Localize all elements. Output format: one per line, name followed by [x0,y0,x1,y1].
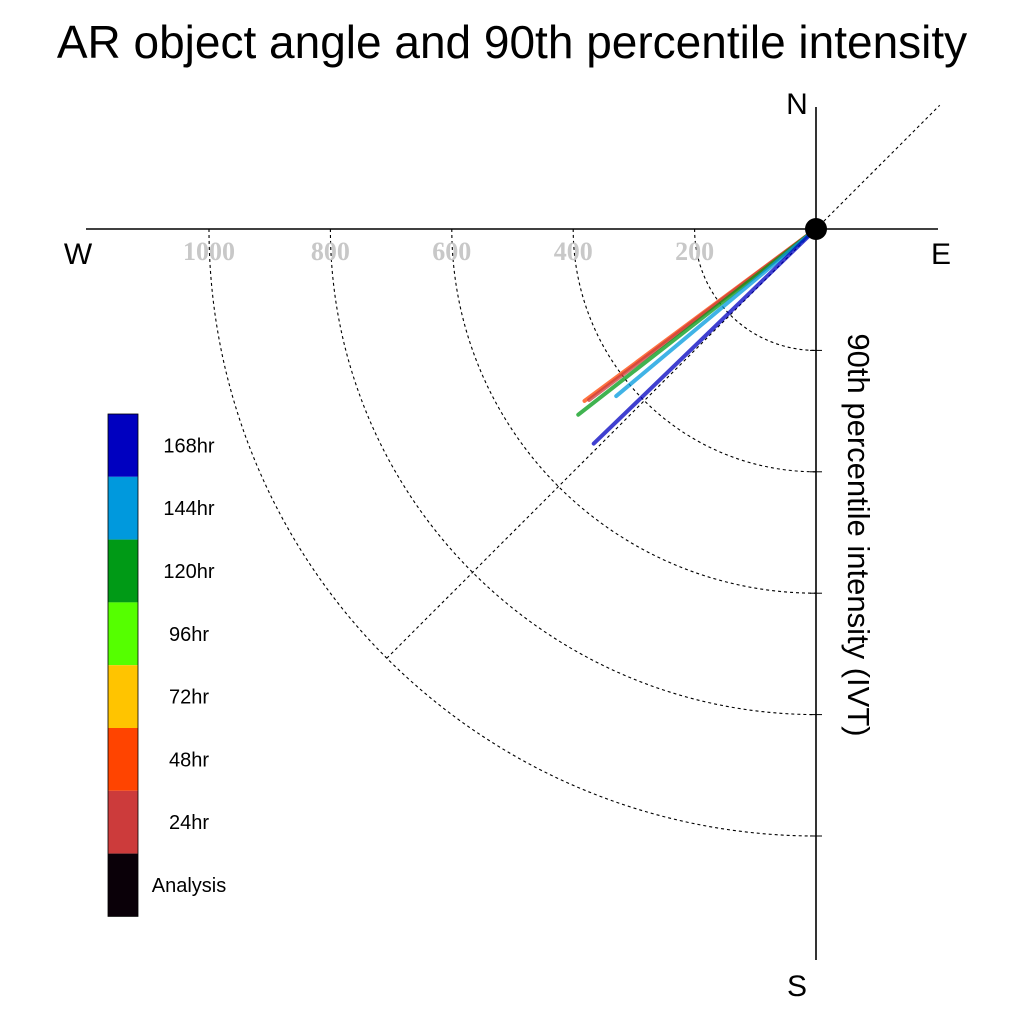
origin-marker [805,218,827,240]
legend-label: 96hr [169,624,209,646]
south-label: S [787,970,807,1003]
legend: 168hr 144hr 120hr 96hr 72hr 48hr 24hr Analysis [107,413,226,917]
legend-label: 72hr [169,687,209,709]
legend-swatch [108,414,138,477]
vectors [576,218,827,446]
west-label: W [64,238,93,271]
legend-swatch [108,539,138,603]
grid-arc [572,228,817,473]
radial-tick-label: 1000 [183,237,235,266]
legend-swatch [108,853,138,917]
chart-title: AR object angle and 90th percentile inte… [57,16,967,68]
legend-swatch [108,476,138,540]
axes [86,107,938,960]
reference-ray [386,104,941,659]
legend-swatch [108,790,138,854]
radial-tick-label: 200 [675,237,714,266]
legend-swatch [108,728,138,791]
radial-axis-label: 90th percentile intensity (IVT) [841,333,876,736]
legend-label: 48hr [169,749,209,771]
north-label: N [786,88,808,121]
legend-swatch [108,602,138,666]
radial-tick-label: 400 [554,237,593,266]
grid-arc [329,228,817,716]
east-label: E [931,238,951,271]
legend-label: Analysis [152,875,226,897]
vector-168hr [591,227,818,446]
grid: 200 400 600 800 1000 [183,104,941,837]
grid-arc [694,228,817,351]
radial-tick-label: 800 [311,237,350,266]
grid-arc [451,228,817,594]
legend-border [107,413,139,917]
legend-label: 120hr [163,561,214,583]
legend-label: 144hr [163,498,214,520]
legend-swatch [108,665,138,728]
radial-tick-label: 600 [432,237,471,266]
vector-144hr [614,227,818,399]
legend-label: 168hr [163,435,214,457]
legend-label: 24hr [169,812,209,834]
